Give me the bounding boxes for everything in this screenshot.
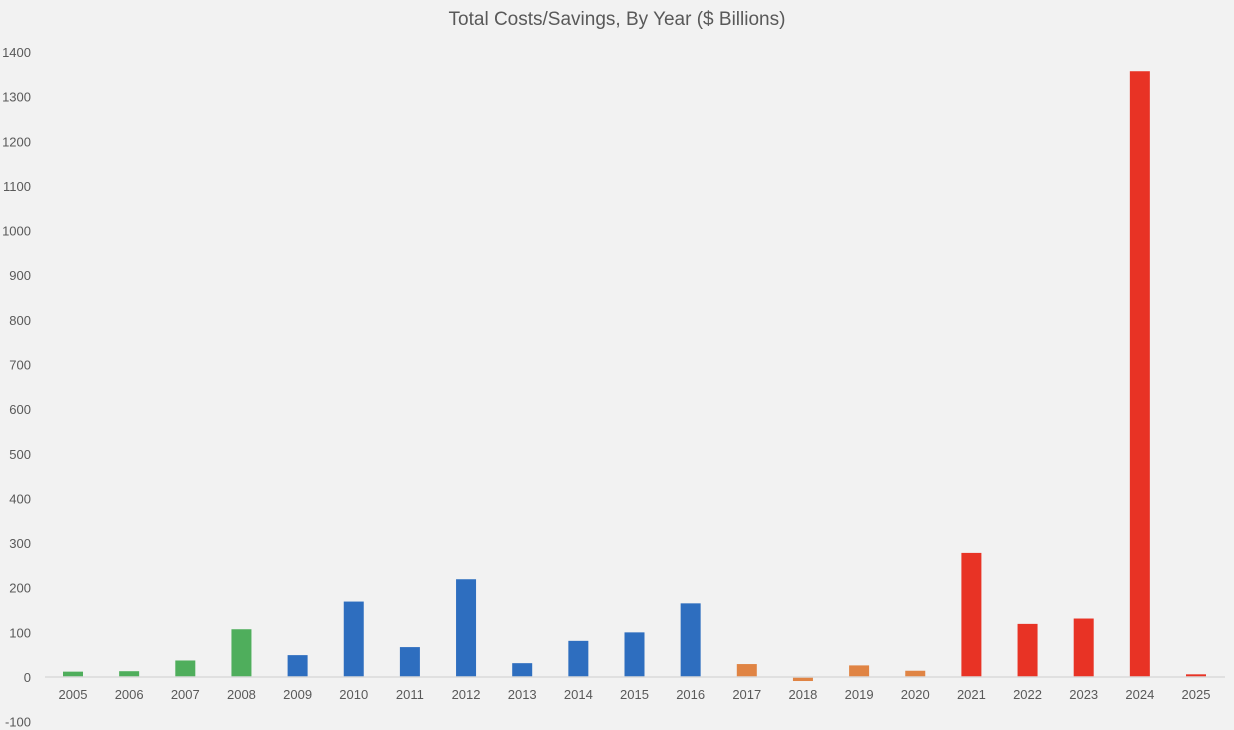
x-tick-label: 2015 xyxy=(620,687,649,702)
x-tick-label: 2014 xyxy=(564,687,593,702)
bar-2007 xyxy=(175,660,196,677)
y-tick-label: 700 xyxy=(9,358,31,373)
y-tick-label: 200 xyxy=(9,581,31,596)
bar-2018 xyxy=(792,677,813,682)
y-tick-label: 400 xyxy=(9,491,31,506)
bar-2021 xyxy=(961,552,982,677)
bar-2016 xyxy=(680,603,701,677)
x-tick-label: 2006 xyxy=(115,687,144,702)
x-tick-label: 2007 xyxy=(171,687,200,702)
y-tick-label: 900 xyxy=(9,268,31,283)
bar-2025 xyxy=(1186,674,1206,677)
bar-2008 xyxy=(231,629,252,677)
y-tick-label: 800 xyxy=(9,313,31,328)
x-tick-label: 2019 xyxy=(845,687,874,702)
bar-2006 xyxy=(119,671,140,677)
bar-2019 xyxy=(849,665,870,677)
x-tick-label: 2023 xyxy=(1069,687,1098,702)
bar-2015 xyxy=(624,632,645,677)
bar-2014 xyxy=(568,640,589,677)
y-axis: -100 0 100 200 300 400 500 600 700 800 900 1000 1100… xyxy=(2,45,31,730)
bar-2024 xyxy=(1129,71,1150,677)
x-tick-label: 2012 xyxy=(452,687,481,702)
bar-2010 xyxy=(343,601,364,677)
chart-title: Total Costs/Savings, By Year ($ Billions… xyxy=(449,9,786,30)
x-tick-label: 2020 xyxy=(901,687,930,702)
x-tick-label: 2025 xyxy=(1182,687,1211,702)
x-tick-label: 2011 xyxy=(396,687,424,702)
y-tick-label: 1100 xyxy=(3,179,31,194)
bars xyxy=(63,71,1206,682)
y-tick-label: 600 xyxy=(9,402,31,417)
bar-2012 xyxy=(456,579,477,677)
x-tick-label: 2018 xyxy=(788,687,817,702)
bar-2005 xyxy=(63,671,83,677)
bar-2017 xyxy=(736,664,757,677)
y-tick-label: 300 xyxy=(9,536,31,551)
x-axis: 2005 2006 2007 2008 2009 2010 2011 2012 2013 2014… xyxy=(59,687,1211,702)
bar-2020 xyxy=(905,670,926,677)
x-tick-label: 2024 xyxy=(1125,687,1154,702)
y-tick-label: 1200 xyxy=(2,134,31,149)
x-tick-label: 2013 xyxy=(508,687,537,702)
y-tick-label: -100 xyxy=(5,715,31,730)
y-tick-label: 1000 xyxy=(2,224,31,239)
y-tick-label: 0 xyxy=(24,670,31,685)
x-tick-label: 2017 xyxy=(732,687,761,702)
bar-2013 xyxy=(512,663,533,677)
bar-2023 xyxy=(1073,618,1094,677)
x-tick-label: 2005 xyxy=(59,687,88,702)
x-tick-label: 2010 xyxy=(339,687,368,702)
x-tick-label: 2016 xyxy=(676,687,705,702)
x-tick-label: 2009 xyxy=(283,687,312,702)
y-tick-label: 1400 xyxy=(2,45,31,60)
x-tick-label: 2022 xyxy=(1013,687,1042,702)
bar-2009 xyxy=(287,655,308,677)
y-tick-label: 1300 xyxy=(2,90,31,105)
x-tick-label: 2008 xyxy=(227,687,256,702)
x-tick-label: 2021 xyxy=(957,687,986,702)
bar-2022 xyxy=(1017,623,1038,677)
y-tick-label: 500 xyxy=(9,447,31,462)
y-tick-label: 100 xyxy=(9,625,31,640)
bar-2011 xyxy=(399,647,420,677)
